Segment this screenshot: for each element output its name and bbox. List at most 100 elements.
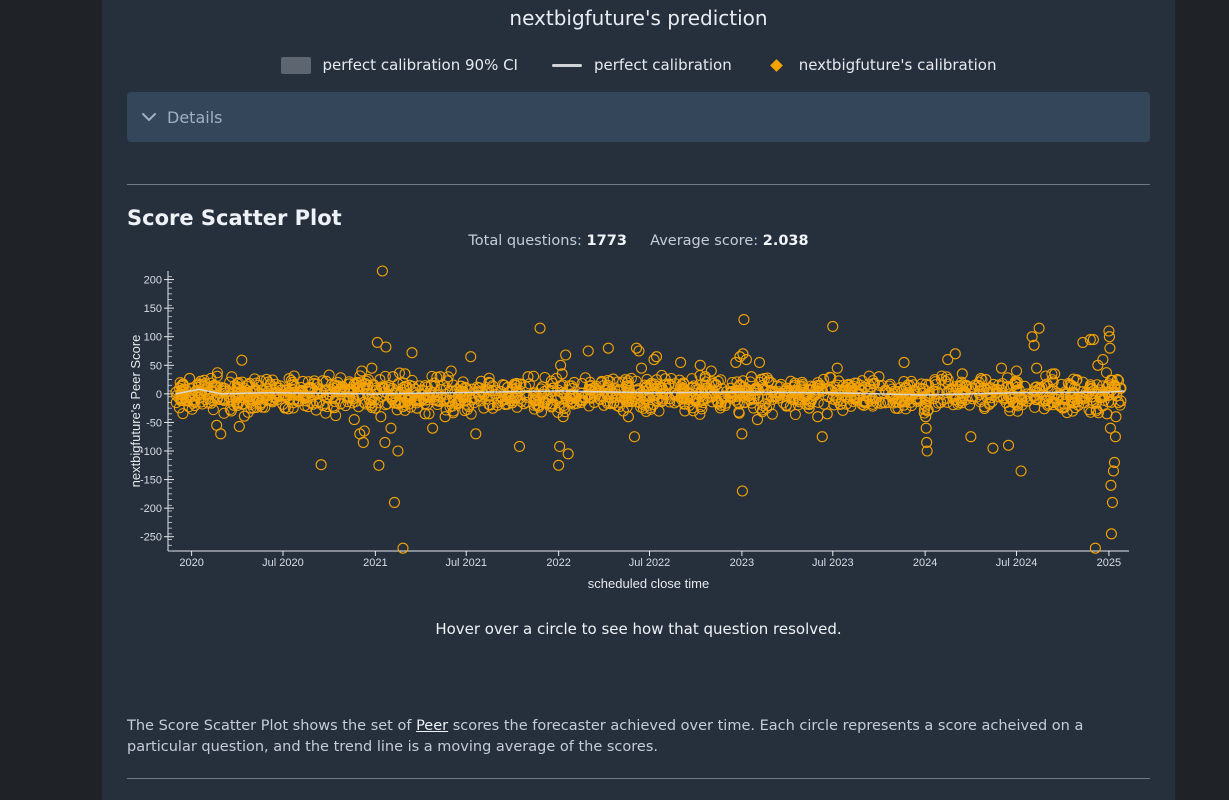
score-circle[interactable] bbox=[328, 402, 340, 414]
score-circle[interactable] bbox=[712, 375, 724, 387]
score-circle[interactable] bbox=[1057, 393, 1069, 405]
score-circle[interactable] bbox=[380, 341, 392, 353]
score-circle[interactable] bbox=[805, 385, 817, 397]
score-circle[interactable] bbox=[648, 399, 660, 411]
score-circle[interactable] bbox=[920, 411, 932, 423]
score-circle[interactable] bbox=[710, 378, 722, 390]
score-circle[interactable] bbox=[1076, 393, 1088, 405]
score-circle[interactable] bbox=[765, 377, 777, 389]
score-circle[interactable] bbox=[1115, 382, 1127, 394]
score-circle[interactable] bbox=[1103, 389, 1115, 401]
score-circle[interactable] bbox=[677, 390, 689, 402]
score-circle[interactable] bbox=[419, 408, 431, 420]
score-circle[interactable] bbox=[528, 399, 540, 411]
score-circle[interactable] bbox=[919, 399, 931, 411]
score-circle[interactable] bbox=[633, 345, 645, 357]
score-circle[interactable] bbox=[911, 388, 923, 400]
score-circle[interactable] bbox=[602, 342, 614, 354]
score-circle[interactable] bbox=[889, 396, 901, 408]
score-circle[interactable] bbox=[814, 379, 826, 391]
score-circle[interactable] bbox=[321, 391, 333, 403]
score-circle[interactable] bbox=[929, 374, 941, 386]
score-circle[interactable] bbox=[1011, 384, 1023, 396]
score-circle[interactable] bbox=[328, 379, 340, 391]
score-circle[interactable] bbox=[763, 375, 775, 387]
score-circle[interactable] bbox=[763, 399, 775, 411]
score-circle[interactable] bbox=[1064, 379, 1076, 391]
score-circle[interactable] bbox=[974, 385, 986, 397]
score-circle[interactable] bbox=[539, 371, 551, 383]
score-circle[interactable] bbox=[225, 405, 237, 417]
score-circle[interactable] bbox=[568, 376, 580, 388]
score-circle[interactable] bbox=[388, 496, 400, 508]
score-circle[interactable] bbox=[1015, 465, 1027, 477]
score-circle[interactable] bbox=[1009, 390, 1021, 402]
score-circle[interactable] bbox=[263, 385, 275, 397]
score-circle[interactable] bbox=[248, 385, 260, 397]
score-circle[interactable] bbox=[812, 411, 824, 423]
score-circle[interactable] bbox=[628, 431, 640, 443]
score-circle[interactable] bbox=[699, 371, 711, 383]
score-circle[interactable] bbox=[376, 391, 388, 403]
score-circle[interactable] bbox=[898, 375, 910, 387]
score-circle[interactable] bbox=[949, 348, 961, 360]
score-circle[interactable] bbox=[256, 388, 268, 400]
score-circle[interactable] bbox=[619, 374, 631, 386]
score-circle[interactable] bbox=[705, 365, 717, 377]
score-circle[interactable] bbox=[457, 385, 469, 397]
score-circle[interactable] bbox=[424, 391, 436, 403]
score-circle[interactable] bbox=[895, 395, 907, 407]
score-circle[interactable] bbox=[308, 378, 320, 390]
score-circle[interactable] bbox=[411, 402, 423, 414]
score-circle[interactable] bbox=[694, 408, 706, 420]
score-circle[interactable] bbox=[1104, 342, 1116, 354]
score-circle[interactable] bbox=[915, 378, 927, 390]
score-circle[interactable] bbox=[736, 428, 748, 440]
score-circle[interactable] bbox=[348, 414, 360, 426]
score-circle[interactable] bbox=[675, 356, 687, 368]
score-circle[interactable] bbox=[1106, 496, 1118, 508]
score-circle[interactable] bbox=[1031, 362, 1043, 374]
score-circle[interactable] bbox=[343, 378, 355, 390]
score-circle[interactable] bbox=[760, 384, 772, 396]
score-circle[interactable] bbox=[737, 348, 749, 360]
score-circle[interactable] bbox=[559, 406, 571, 418]
score-circle[interactable] bbox=[867, 400, 879, 412]
score-circle[interactable] bbox=[556, 386, 568, 398]
score-circle[interactable] bbox=[379, 436, 391, 448]
score-circle[interactable] bbox=[734, 351, 746, 363]
score-circle[interactable] bbox=[351, 376, 363, 388]
score-circle[interactable] bbox=[427, 422, 439, 434]
score-circle[interactable] bbox=[922, 405, 934, 417]
score-circle[interactable] bbox=[315, 459, 327, 471]
score-circle[interactable] bbox=[630, 375, 642, 387]
score-circle[interactable] bbox=[1072, 399, 1084, 411]
score-circle[interactable] bbox=[582, 345, 594, 357]
score-circle[interactable] bbox=[622, 411, 634, 423]
score-circle[interactable] bbox=[376, 265, 388, 277]
score-circle[interactable] bbox=[201, 388, 213, 400]
score-circle[interactable] bbox=[176, 394, 188, 406]
score-circle[interactable] bbox=[659, 388, 671, 400]
score-circle[interactable] bbox=[210, 384, 222, 396]
score-circle[interactable] bbox=[812, 377, 824, 389]
score-circle[interactable] bbox=[378, 386, 390, 398]
score-circle[interactable] bbox=[1049, 368, 1061, 380]
score-circle[interactable] bbox=[618, 393, 630, 405]
score-circle[interactable] bbox=[612, 376, 624, 388]
score-circle[interactable] bbox=[1077, 336, 1089, 348]
score-circle[interactable] bbox=[553, 459, 565, 471]
score-circle[interactable] bbox=[715, 392, 727, 404]
score-circle[interactable] bbox=[821, 408, 833, 420]
score-circle[interactable] bbox=[611, 399, 623, 411]
score-circle[interactable] bbox=[249, 373, 261, 385]
score-circle[interactable] bbox=[1110, 411, 1122, 423]
score-circle[interactable] bbox=[439, 411, 451, 423]
score-circle[interactable] bbox=[483, 376, 495, 388]
score-circle[interactable] bbox=[226, 371, 238, 383]
score-circle[interactable] bbox=[679, 405, 691, 417]
score-circle[interactable] bbox=[648, 354, 660, 366]
score-circle[interactable] bbox=[842, 379, 854, 391]
score-circle[interactable] bbox=[863, 378, 875, 390]
score-circle[interactable] bbox=[1104, 422, 1116, 434]
